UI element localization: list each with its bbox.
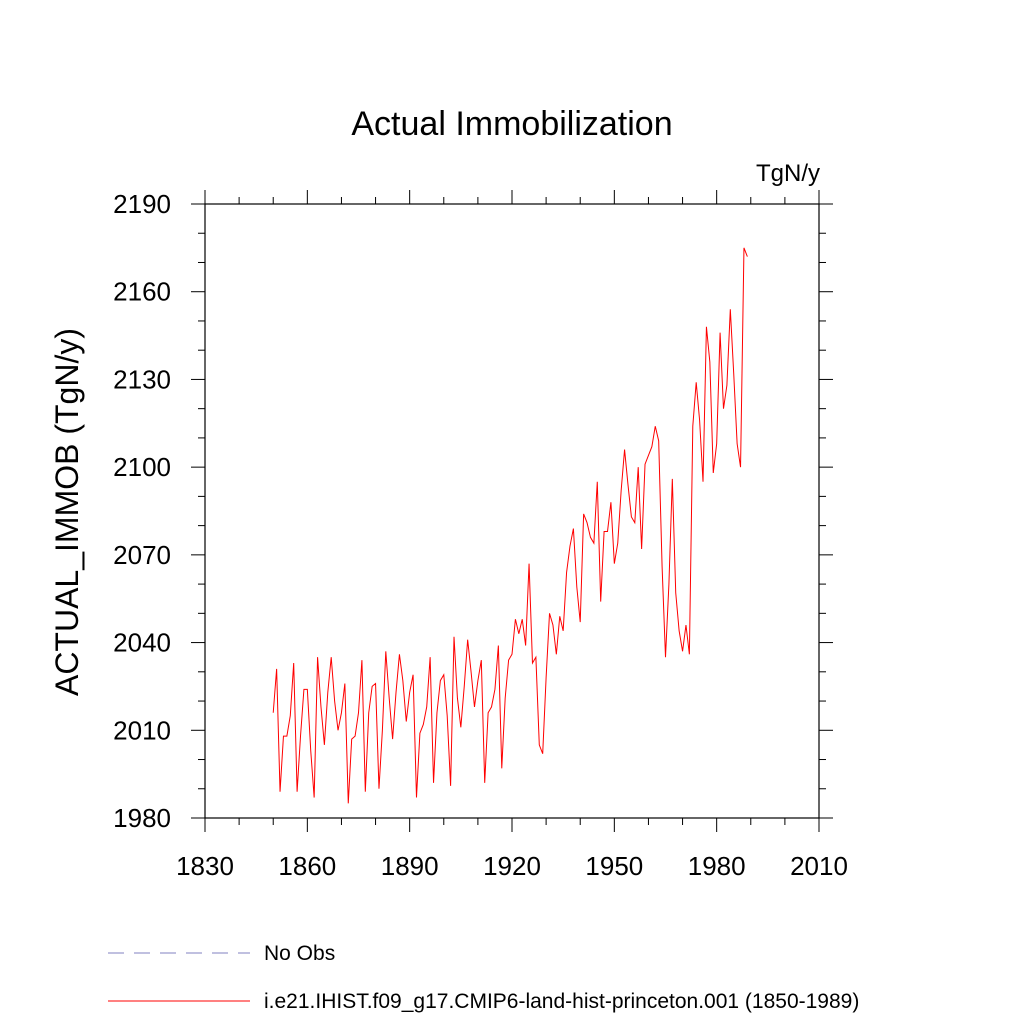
x-tick-label: 1860 [278, 851, 336, 881]
y-tick-label: 2130 [113, 364, 171, 394]
axis-ticks [191, 190, 833, 832]
x-tick-label: 1980 [688, 851, 746, 881]
y-tick-label: 2160 [113, 277, 171, 307]
y-axis-label: ACTUAL_IMMOB (TgN/y) [49, 328, 85, 696]
legend: No Obs i.e21.IHIST.f09_g17.CMIP6-land-hi… [108, 942, 859, 1013]
plot-frame [204, 203, 820, 819]
y-tick-label: 2100 [113, 452, 171, 482]
y-tick-label: 2040 [113, 628, 171, 658]
y-tick-label: 1980 [113, 803, 171, 833]
x-tick-label: 1950 [585, 851, 643, 881]
x-tick-label: 1920 [483, 851, 541, 881]
x-tick-label: 2010 [790, 851, 848, 881]
legend-no-obs-label: No Obs [264, 942, 335, 965]
series-line [272, 247, 748, 804]
axis-tick-labels: 1830 1860 1890 1920 1950 1980 2010 1980 2010 2040… [113, 189, 848, 881]
y-tick-label: 2190 [113, 189, 171, 219]
x-tick-label: 1830 [176, 851, 234, 881]
legend-series-label: i.e21.IHIST.f09_g17.CMIP6-land-hist-prin… [264, 990, 859, 1013]
y-tick-label: 2010 [113, 715, 171, 745]
y-tick-label: 2070 [113, 540, 171, 570]
units-label: TgN/y [756, 160, 820, 187]
x-tick-label: 1890 [381, 851, 439, 881]
chart-title: Actual Immobilization [351, 105, 672, 143]
